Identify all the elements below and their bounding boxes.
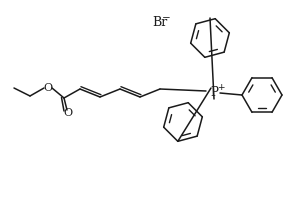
Text: Br: Br [152,16,167,28]
Text: +: + [217,84,225,92]
Text: O: O [64,108,73,118]
Text: −: − [162,13,170,23]
Text: O: O [43,83,53,93]
Text: P: P [210,86,218,99]
